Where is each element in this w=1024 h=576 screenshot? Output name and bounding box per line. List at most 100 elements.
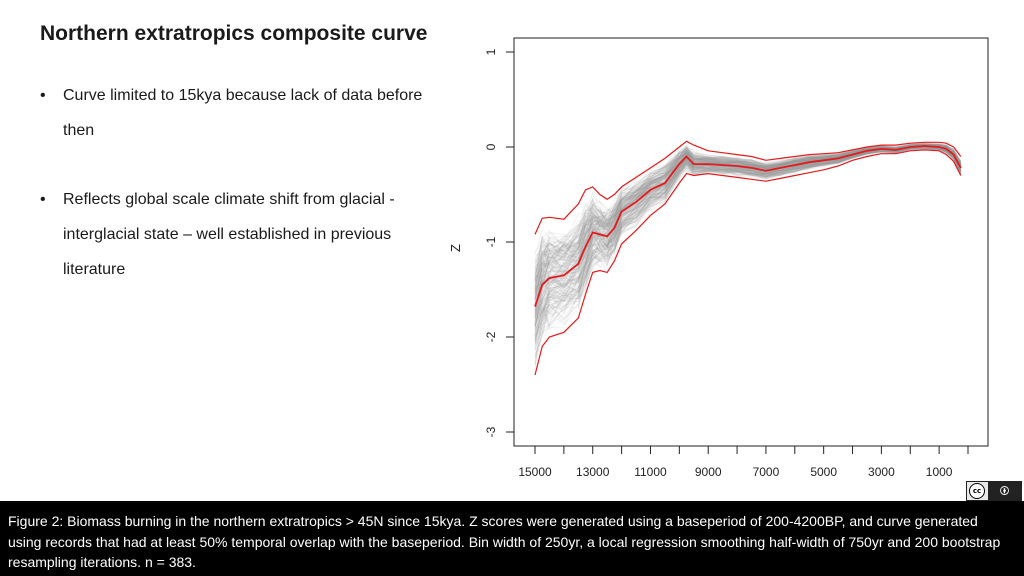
- bootstrap-replicate-line: [534, 145, 962, 305]
- bootstrap-replicate-line: [534, 144, 962, 282]
- bootstrap-replicate-line: [534, 146, 962, 336]
- bootstrap-replicate-line: [534, 143, 962, 287]
- bootstrap-replicate-line: [534, 147, 962, 349]
- bootstrap-replicate-line: [534, 146, 962, 364]
- bootstrap-replicate-line: [534, 146, 962, 340]
- bullet-item: • Curve limited to 15kya because lack of…: [40, 78, 440, 148]
- x-tick-label: 9000: [695, 465, 722, 479]
- x-tick-label: 5000: [810, 465, 837, 479]
- caption-bar: Figure 2: Biomass burning in the norther…: [0, 501, 1024, 576]
- bootstrap-replicate-line: [534, 145, 962, 299]
- y-tick-label: 0: [484, 143, 498, 150]
- bootstrap-replicate-line: [534, 148, 962, 340]
- bootstrap-replicate-line: [534, 144, 962, 279]
- x-tick-label: 1000: [926, 465, 953, 479]
- bootstrap-replicate-line: [534, 147, 962, 326]
- bullet-symbol: •: [40, 87, 46, 104]
- bootstrap-replicate-line: [534, 144, 962, 301]
- bullet-symbol: •: [40, 191, 46, 208]
- confidence-bound-line: [534, 140, 962, 235]
- bootstrap-replicate-line: [534, 143, 962, 282]
- bootstrap-replicate-line: [534, 144, 962, 290]
- bootstrap-replicate-line: [534, 146, 962, 351]
- bootstrap-replicate-line: [534, 143, 962, 304]
- bootstrap-replicate-line: [534, 143, 962, 275]
- bootstrap-replicate-line: [534, 144, 962, 292]
- bootstrap-replicate-line: [534, 144, 962, 282]
- bootstrap-replicate-line: [534, 145, 962, 302]
- by-attribution-icon: 🅯: [988, 482, 1021, 500]
- bootstrap-replicate-line: [534, 143, 962, 278]
- bootstrap-replicate-line: [534, 143, 962, 287]
- bootstrap-replicate-line: [534, 143, 962, 255]
- bootstrap-replicate-line: [534, 143, 962, 284]
- bootstrap-replicate-line: [534, 144, 962, 292]
- bootstrap-replicate-line: [534, 144, 962, 299]
- bootstrap-replicate-line: [534, 143, 962, 263]
- bootstrap-replicate-line: [534, 145, 962, 295]
- bootstrap-replicate-line: [534, 144, 962, 271]
- bootstrap-replicate-line: [534, 143, 962, 282]
- bootstrap-replicate-line: [534, 147, 962, 351]
- x-tick-label: 13000: [576, 465, 610, 479]
- bootstrap-replicate-line: [534, 144, 962, 276]
- bootstrap-replicate-line: [534, 148, 962, 342]
- bootstrap-replicate-line: [534, 146, 962, 312]
- bootstrap-replicate-line: [534, 145, 962, 312]
- y-tick-label: -3: [484, 426, 498, 437]
- bullet-text: Reflects global scale climate shift from…: [63, 191, 395, 278]
- bootstrap-replicate-line: [534, 147, 962, 342]
- bootstrap-replicate-line: [534, 144, 962, 290]
- bootstrap-replicate-line: [534, 143, 962, 282]
- bootstrap-replicate-line: [534, 144, 962, 294]
- y-tick-label: -1: [484, 236, 498, 247]
- bootstrap-replicate-line: [534, 146, 962, 323]
- bootstrap-replicate-line: [534, 143, 962, 261]
- bootstrap-replicate-line: [534, 147, 962, 346]
- x-axis: 15000 13000 11000 9000 7000 5000 3000 1000: [518, 445, 969, 479]
- bootstrap-replicate-line: [534, 147, 962, 336]
- bootstrap-replicate-line: [534, 144, 962, 282]
- bootstrap-replicate-line: [534, 147, 962, 356]
- x-tick-label: 3000: [868, 465, 895, 479]
- bootstrap-replicate-line: [534, 144, 962, 297]
- bootstrap-replicate-line: [534, 147, 962, 344]
- bootstrap-replicate-line: [534, 144, 962, 271]
- bootstrap-band: [534, 142, 962, 367]
- bootstrap-replicate-line: [534, 146, 962, 339]
- bootstrap-replicate-line: [534, 144, 962, 283]
- confidence-bound-line: [534, 149, 962, 376]
- x-tick-label: 15000: [518, 465, 552, 479]
- slide-title: Northern extratropics composite curve: [40, 22, 428, 45]
- x-tick-label: 7000: [753, 465, 780, 479]
- bootstrap-replicate-line: [534, 146, 962, 322]
- bootstrap-replicate-line: [534, 143, 962, 263]
- composite-curve-chart: 15000 13000 11000 9000 7000 5000 3000 1000 1 0 -1…: [448, 37, 989, 479]
- bootstrap-replicate-line: [534, 142, 962, 259]
- bullet-item: • Reflects global scale climate shift fr…: [40, 182, 440, 287]
- bootstrap-replicate-line: [534, 144, 962, 286]
- bootstrap-replicate-line: [534, 146, 962, 339]
- y-tick-label: 1: [484, 48, 498, 55]
- bootstrap-replicate-line: [534, 143, 962, 269]
- bootstrap-replicate-line: [534, 147, 962, 367]
- bootstrap-replicate-line: [534, 144, 962, 279]
- bootstrap-replicate-line: [534, 143, 962, 281]
- bootstrap-replicate-line: [534, 147, 962, 342]
- bootstrap-replicate-line: [534, 143, 962, 284]
- bootstrap-replicate-line: [534, 147, 962, 328]
- bootstrap-replicate-line: [534, 143, 962, 301]
- bootstrap-replicate-line: [534, 144, 962, 279]
- bootstrap-replicate-line: [534, 143, 962, 264]
- bootstrap-replicate-line: [534, 143, 962, 268]
- bootstrap-replicate-line: [534, 144, 962, 297]
- bootstrap-replicate-line: [534, 142, 962, 269]
- bootstrap-replicate-line: [534, 147, 962, 351]
- bootstrap-replicate-line: [534, 143, 962, 293]
- bootstrap-replicate-line: [534, 146, 962, 326]
- bootstrap-replicate-line: [534, 147, 962, 359]
- bootstrap-replicate-line: [534, 147, 962, 332]
- bootstrap-replicate-line: [534, 142, 962, 280]
- bootstrap-replicate-line: [534, 147, 962, 328]
- bootstrap-replicate-line: [534, 144, 962, 284]
